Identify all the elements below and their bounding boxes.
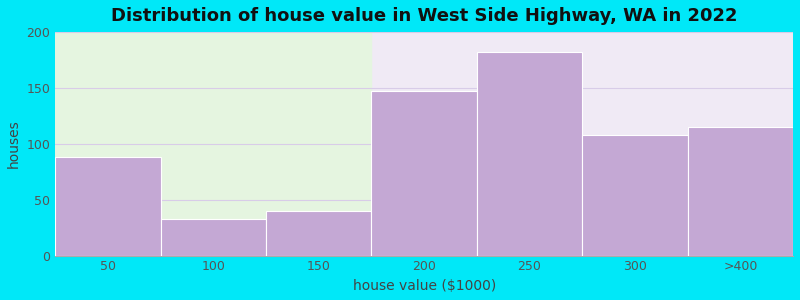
Bar: [55, 157, 161, 256]
X-axis label: house value ($1000): house value ($1000): [353, 279, 496, 293]
Bar: [55, 32, 371, 256]
Bar: [477, 52, 582, 256]
Title: Distribution of house value in West Side Highway, WA in 2022: Distribution of house value in West Side…: [111, 7, 738, 25]
Bar: [688, 127, 793, 256]
Bar: [266, 211, 371, 256]
Bar: [582, 135, 688, 256]
Bar: [161, 219, 266, 256]
Bar: [371, 91, 477, 256]
Y-axis label: houses: houses: [7, 119, 21, 168]
